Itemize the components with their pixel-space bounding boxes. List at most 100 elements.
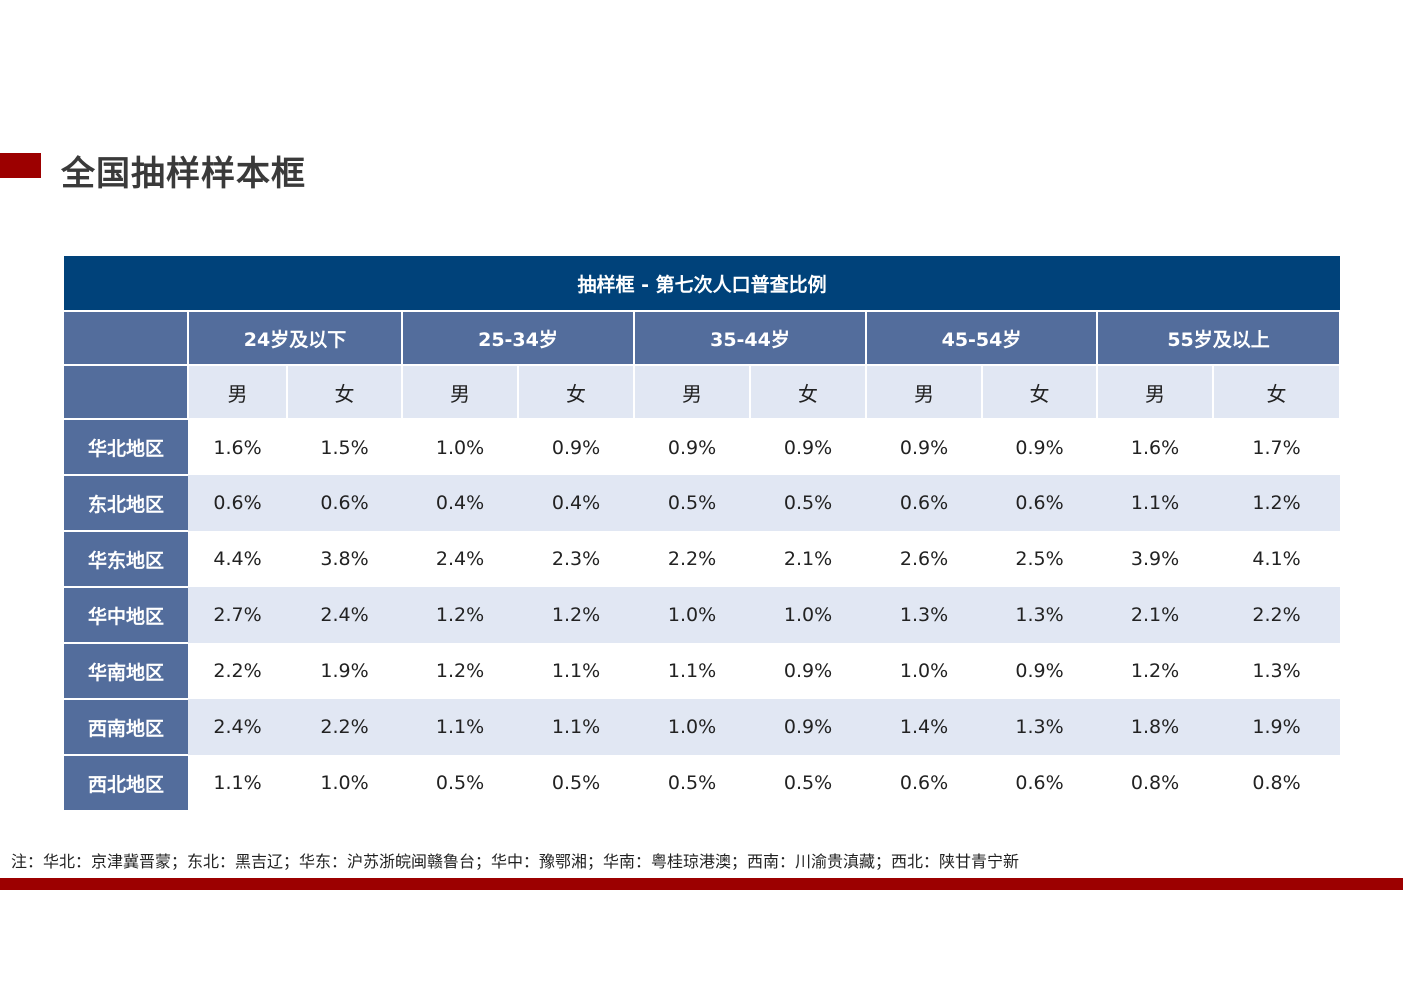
value-cell: 0.6% <box>866 475 982 531</box>
footnote: 注：华北：京津冀晋蒙；东北：黑吉辽；华东：沪苏浙皖闽赣鲁台；华中：豫鄂湘；华南：… <box>11 852 1020 871</box>
value-cell: 0.9% <box>899 436 949 459</box>
value-cell: 1.1% <box>667 660 717 682</box>
value-cell: 1.5% <box>320 436 369 459</box>
sex-header: 女 <box>749 364 867 420</box>
value-cell: 1.2% <box>518 587 634 643</box>
region-label: 西北地区 <box>64 755 188 812</box>
sex-header: 男 <box>401 364 519 420</box>
value-cell: 0.5% <box>435 772 485 794</box>
value-cell: 1.6% <box>213 436 262 459</box>
table-row: 西北地区 1.1% 1.0% 0.5% 0.5% 0.5% 0.5% 0.6% 0.6% 0.8%… <box>64 755 1340 812</box>
value-cell: 1.8% <box>1097 699 1213 755</box>
corner-cell <box>64 364 189 420</box>
value-cell: 1.0% <box>634 587 750 643</box>
value-cell: 1.0% <box>320 772 369 794</box>
value-cell: 2.2% <box>213 660 262 682</box>
value-cell: 1.0% <box>899 660 949 682</box>
value-cell: 0.4% <box>518 475 634 531</box>
sex-header: 女 <box>517 364 635 420</box>
value-cell: 2.5% <box>1015 548 1064 570</box>
sex-header: 女 <box>286 364 403 420</box>
value-cell: 1.7% <box>1252 436 1301 459</box>
value-cell: 2.4% <box>188 699 287 755</box>
age-group-header: 24岁及以下 <box>187 310 403 366</box>
table-row: 华中地区 2.7% 2.4% 1.2% 1.2% 1.0% 1.0% 1.3% 1.3% 2.1%… <box>64 587 1341 644</box>
value-cell: 2.2% <box>667 548 717 570</box>
value-cell: 0.8% <box>1252 772 1301 794</box>
value-cell: 1.1% <box>551 660 601 682</box>
age-group-header: 35-44岁 <box>633 310 867 366</box>
corner-cell <box>64 310 189 366</box>
value-cell: 0.5% <box>783 772 833 794</box>
table-row: 华北地区 1.6% 1.5% 1.0% 0.9% 0.9% 0.9% 0.9% 0.9% 1.6%… <box>64 419 1340 476</box>
value-cell: 2.1% <box>1097 587 1213 643</box>
value-cell: 0.9% <box>667 436 717 459</box>
table-caption: 抽样框 - 第七次人口普查比例 <box>64 256 1341 311</box>
value-cell: 2.2% <box>1213 587 1341 643</box>
region-label: 东北地区 <box>64 475 188 532</box>
value-cell: 2.6% <box>899 548 949 570</box>
value-cell: 1.9% <box>1213 699 1341 755</box>
value-cell: 1.3% <box>866 587 982 643</box>
sex-header: 男 <box>865 364 983 420</box>
value-cell: 1.2% <box>1213 475 1341 531</box>
value-cell: 0.5% <box>667 772 717 794</box>
page-title: 全国抽样样本框 <box>61 154 306 194</box>
value-cell: 2.4% <box>435 548 485 570</box>
value-cell: 0.8% <box>1130 772 1180 794</box>
value-cell: 1.3% <box>1252 660 1301 682</box>
value-cell: 1.1% <box>518 699 634 755</box>
value-cell: 1.3% <box>982 699 1097 755</box>
value-cell: 0.6% <box>1015 772 1064 794</box>
value-cell: 0.5% <box>750 475 866 531</box>
value-cell: 0.5% <box>551 772 601 794</box>
table-row: 东北地区 0.6% 0.6% 0.4% 0.4% 0.5% 0.5% 0.6% 0.6% 1.1%… <box>64 475 1341 532</box>
value-cell: 3.8% <box>320 548 369 570</box>
value-cell: 1.1% <box>1097 475 1213 531</box>
title-accent-bar <box>0 153 41 178</box>
value-cell: 2.2% <box>287 699 402 755</box>
value-cell: 1.0% <box>634 699 750 755</box>
footer-bar <box>0 878 1403 890</box>
sex-header: 男 <box>633 364 751 420</box>
value-cell: 2.1% <box>783 548 833 570</box>
value-cell: 1.2% <box>1130 660 1180 682</box>
value-cell: 1.3% <box>982 587 1097 643</box>
age-group-header: 45-54岁 <box>865 310 1098 366</box>
value-cell: 0.6% <box>899 772 949 794</box>
sex-header: 男 <box>187 364 288 420</box>
value-cell: 1.2% <box>435 660 485 682</box>
value-cell: 0.5% <box>634 475 750 531</box>
value-cell: 4.1% <box>1252 548 1301 570</box>
value-cell: 4.4% <box>213 548 262 570</box>
value-cell: 2.4% <box>287 587 402 643</box>
sex-header: 女 <box>981 364 1098 420</box>
value-cell: 1.6% <box>1130 436 1180 459</box>
value-cell: 1.9% <box>320 660 369 682</box>
value-cell: 0.9% <box>783 436 833 459</box>
table-row: 华东地区 4.4% 3.8% 2.4% 2.3% 2.2% 2.1% 2.6% 2.5% 3.9%… <box>64 531 1340 588</box>
value-cell: 1.0% <box>750 587 866 643</box>
sex-header: 女 <box>1211 364 1342 420</box>
value-cell: 3.9% <box>1130 548 1180 570</box>
value-cell: 0.9% <box>783 660 833 682</box>
age-group-header: 25-34岁 <box>401 310 635 366</box>
value-cell: 0.9% <box>1015 436 1064 459</box>
value-cell: 0.6% <box>287 475 402 531</box>
age-group-header: 55岁及以上 <box>1095 310 1342 366</box>
region-label: 西南地区 <box>64 699 188 756</box>
value-cell: 1.1% <box>402 699 518 755</box>
value-cell: 2.7% <box>188 587 287 643</box>
value-cell: 0.6% <box>982 475 1097 531</box>
value-cell: 0.9% <box>551 436 601 459</box>
value-cell: 1.2% <box>402 587 518 643</box>
value-cell: 1.0% <box>435 436 485 459</box>
value-cell: 0.9% <box>750 699 866 755</box>
value-cell: 2.3% <box>551 548 601 570</box>
sex-header: 男 <box>1096 364 1214 420</box>
table-row: 华南地区 2.2% 1.9% 1.2% 1.1% 1.1% 0.9% 1.0% 0.9% 1.2%… <box>64 643 1340 700</box>
value-cell: 0.6% <box>188 475 287 531</box>
region-label: 华中地区 <box>64 587 188 644</box>
region-label: 华东地区 <box>64 531 188 588</box>
table-row: 西南地区 2.4% 2.2% 1.1% 1.1% 1.0% 0.9% 1.4% 1.3% 1.8%… <box>64 699 1341 756</box>
